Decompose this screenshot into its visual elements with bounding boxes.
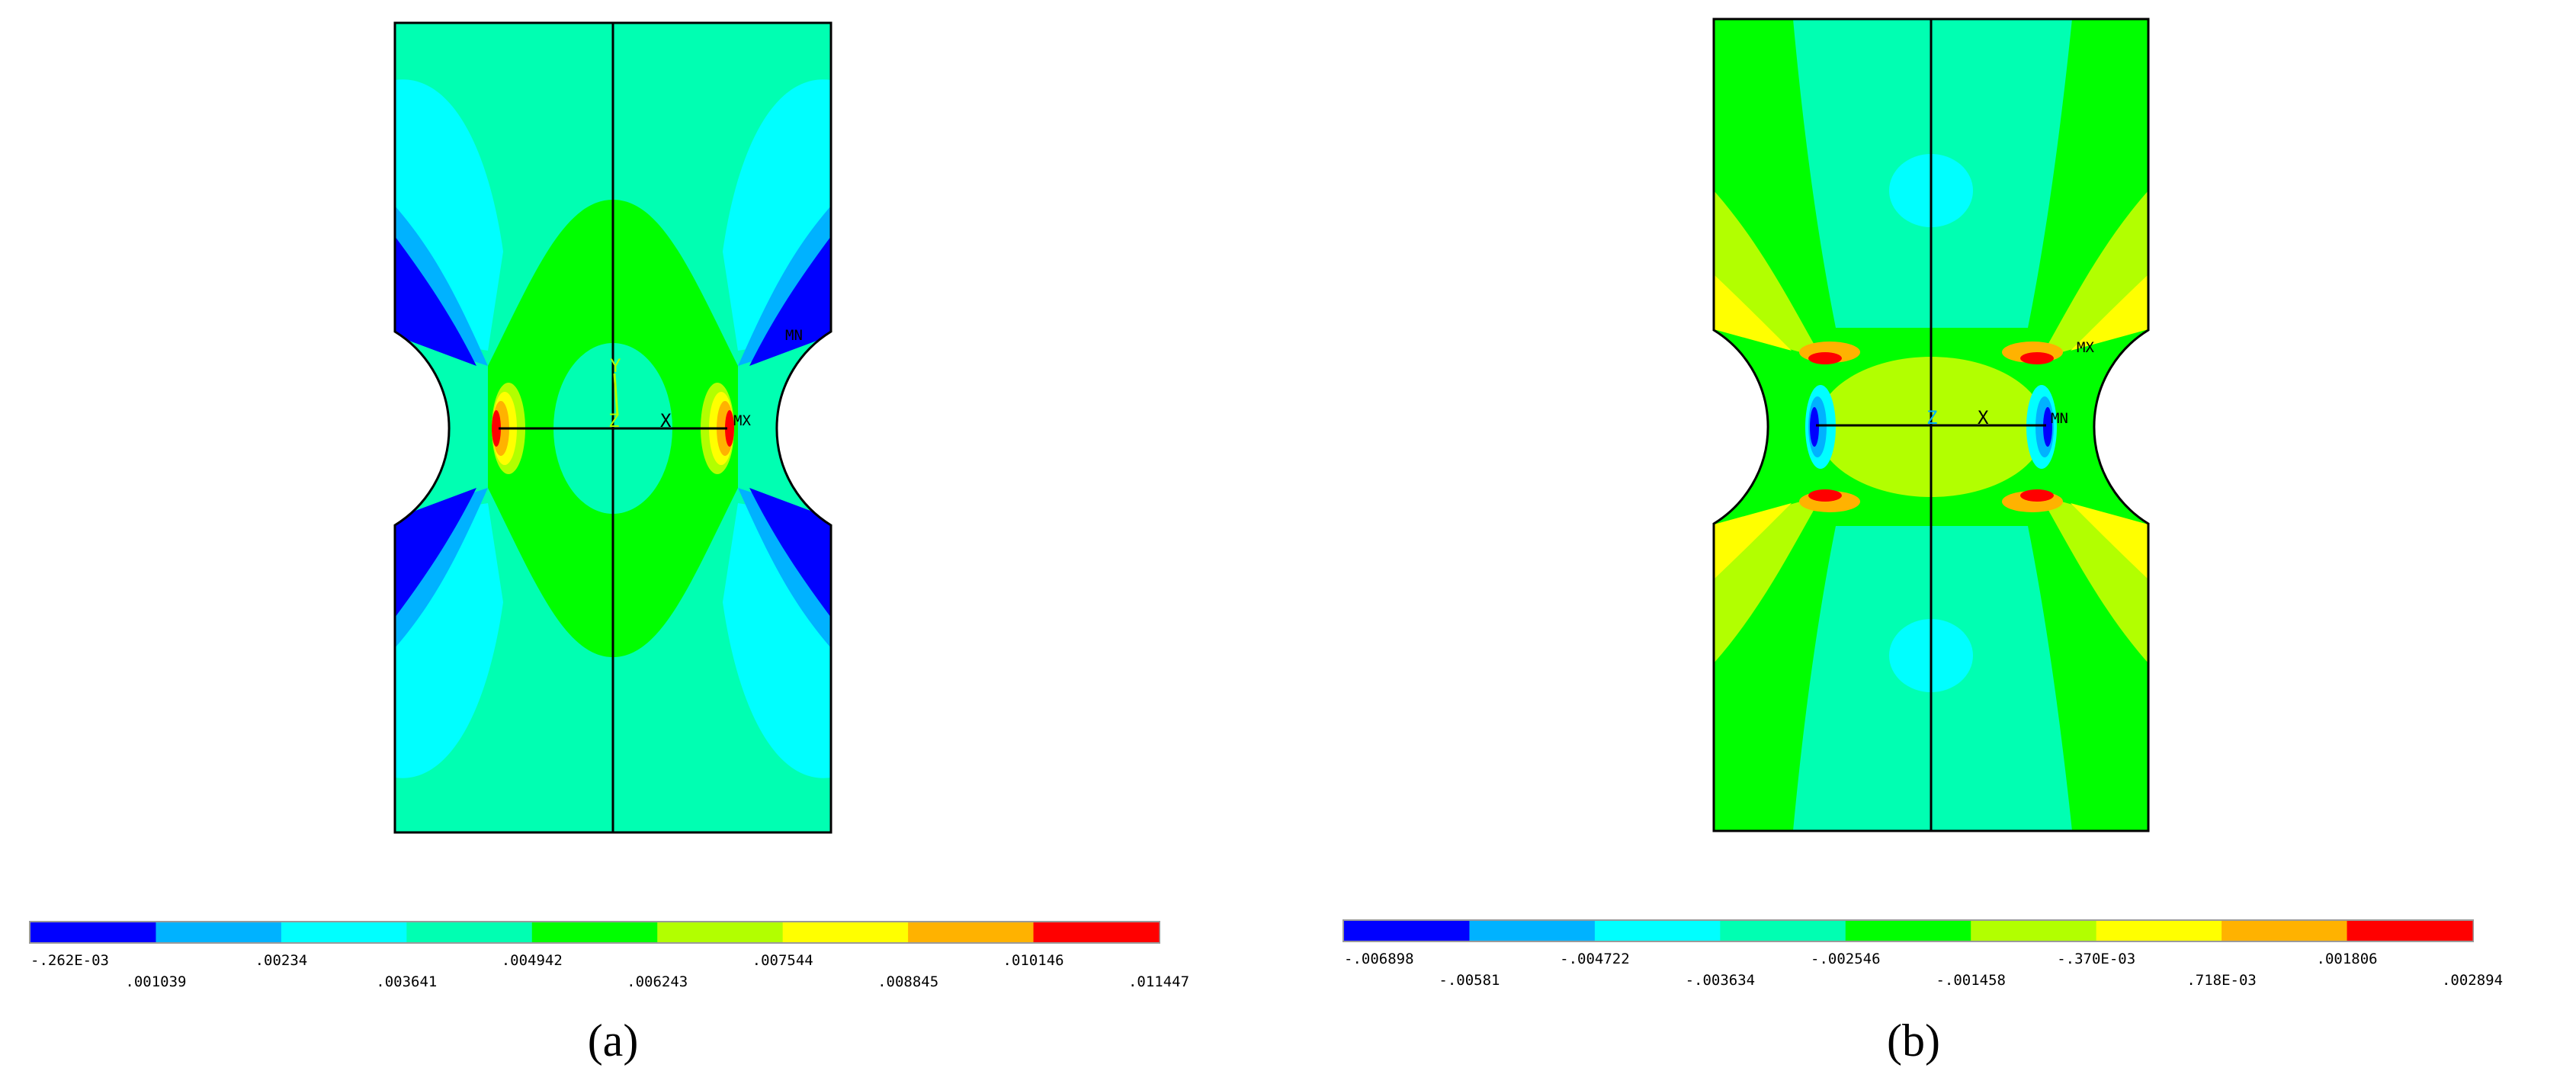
legend-level-label: -.002546 (1811, 951, 1881, 967)
legend-level-label: -.370E-03 (2057, 951, 2135, 967)
band-red-b (1808, 352, 1842, 364)
legend-swatch (531, 922, 658, 942)
panel-caption-a: (a) (588, 1015, 639, 1066)
max-marker-a: MX (733, 412, 751, 429)
legend-level-label: .008845 (877, 973, 938, 990)
band-blue-a (395, 488, 476, 617)
band-yellow-b (2071, 503, 2148, 579)
band-blue-b (2043, 407, 2052, 447)
legend-swatch (657, 922, 784, 942)
band-yellow-b (2071, 274, 2148, 351)
panel-caption-b: (b) (1887, 1015, 1940, 1066)
legend-swatch (908, 922, 1035, 942)
legend-swatch (2347, 921, 2473, 941)
contour-plot-b: Z X MN MX (1712, 18, 2150, 832)
legend-swatch (30, 922, 156, 942)
legend-level-label: .002894 (2442, 972, 2503, 989)
legend-level-label: -.00581 (1439, 972, 1500, 989)
legend-level-label: .001806 (2317, 951, 2378, 967)
legend-swatch (2222, 921, 2348, 941)
legend-level-label: .011447 (1128, 973, 1189, 990)
band-yellow-b (1714, 503, 1792, 579)
specimen-outline-b (1712, 18, 2150, 832)
axis-triad-y-a (613, 373, 619, 416)
band-yellow-b (1714, 274, 1792, 351)
legend-swatch (1033, 922, 1160, 942)
legend-swatch (1344, 921, 1470, 941)
axis-label-y-a: Y (610, 355, 621, 377)
band-red-b (2020, 489, 2054, 502)
legend-level-label: .00234 (255, 952, 308, 969)
band-blue-a (749, 236, 831, 366)
legend-level-label: .718E-03 (2186, 972, 2257, 989)
legend-level-label: -.006898 (1344, 951, 1414, 967)
band-blue-b (1810, 407, 1819, 447)
legend-level-label: -.001458 (1936, 972, 2006, 989)
specimen-outline-a (393, 21, 832, 834)
contour-plot-a: Y Z X MX MN (393, 21, 832, 834)
legend-level-label: .001039 (125, 973, 186, 990)
band-red-b (2020, 352, 2054, 364)
legend-level-label: -.003634 (1686, 972, 1756, 989)
legend-swatch (2096, 921, 2222, 941)
axis-label-z-a: Z (608, 410, 619, 431)
legend-level-label: .006243 (627, 973, 688, 990)
legend-swatch (1469, 921, 1596, 941)
legend-swatch (782, 922, 909, 942)
band-red-a (492, 410, 501, 447)
legend-swatch (1720, 921, 1846, 941)
max-marker-b: MX (2077, 339, 2094, 356)
legend-swatch (406, 922, 533, 942)
axis-label-x-b: X (1978, 407, 1989, 428)
legend-level-label: -.004722 (1560, 951, 1630, 967)
band-blue-a (395, 236, 476, 366)
legend-level-label: .004942 (502, 952, 563, 969)
axis-label-x-a: X (660, 410, 672, 431)
legend-level-label: .010146 (1003, 952, 1064, 969)
band-blue-a (749, 488, 831, 617)
color-legend-b: -.006898 -.00581 -.004722 -.003634 -.002546 -… (1343, 919, 2503, 989)
legend-level-label: .007544 (752, 952, 813, 969)
legend-swatch (1845, 921, 1971, 941)
band-red-a (725, 410, 734, 447)
legend-level-label: -.262E-03 (30, 952, 109, 969)
legend-level-label: .003641 (376, 973, 437, 990)
legend-swatch (1594, 921, 1721, 941)
color-legend-a: -.262E-03 .001039 .00234 .003641 .004942 .006… (29, 921, 1189, 990)
legend-swatch (281, 922, 407, 942)
legend-swatch (1971, 921, 2097, 941)
legend-swatch (156, 922, 282, 942)
min-marker-a: MN (785, 327, 803, 344)
band-red-b (1808, 489, 1842, 502)
axis-label-z-b: Z (1926, 407, 1937, 428)
min-marker-b: MN (2051, 410, 2068, 427)
